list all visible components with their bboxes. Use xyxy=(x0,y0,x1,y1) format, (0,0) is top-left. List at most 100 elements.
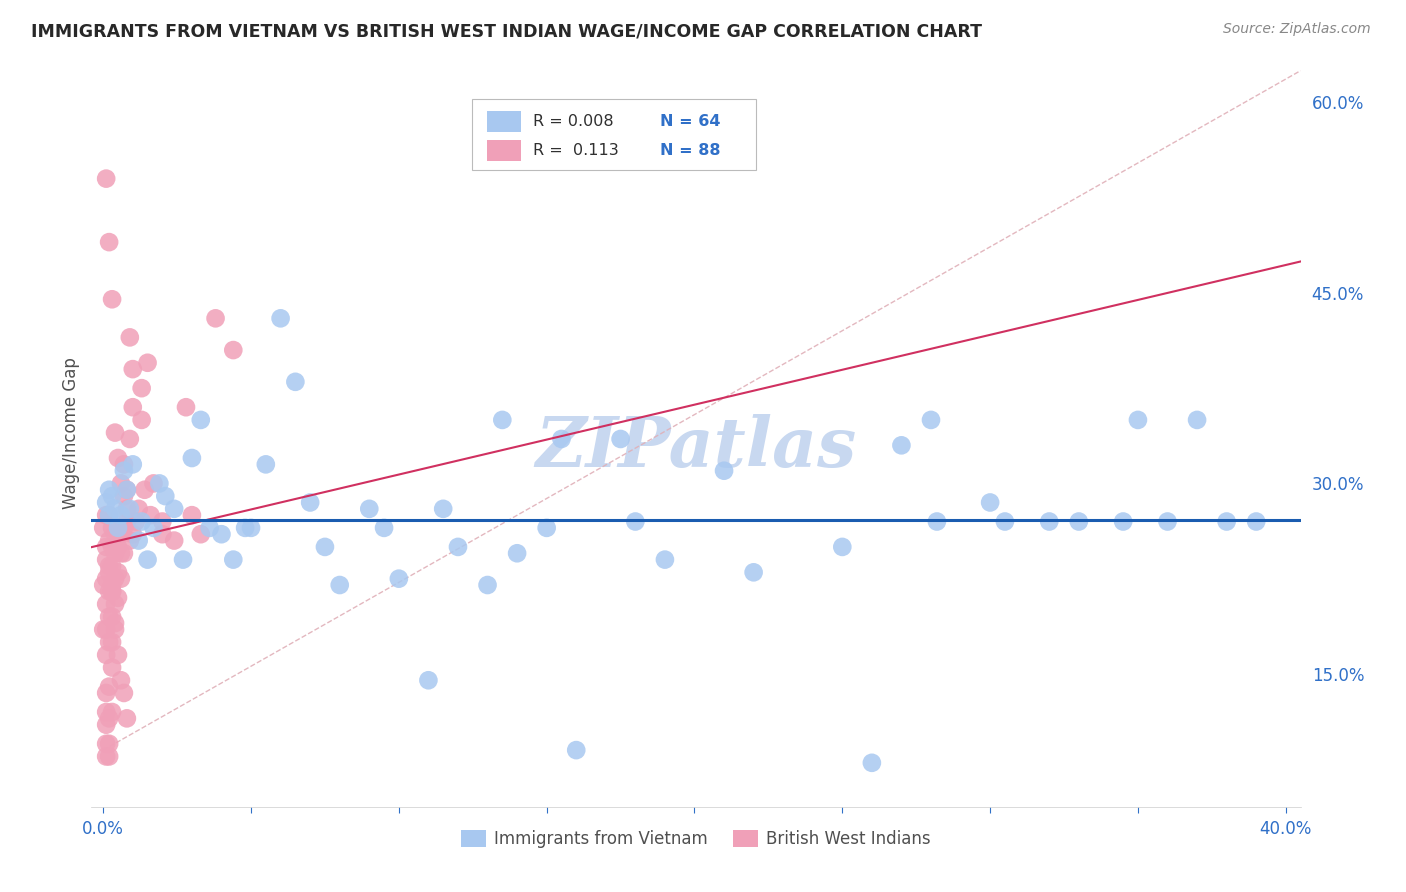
Point xyxy=(110,572,132,586)
Point xyxy=(101,635,124,649)
Point xyxy=(96,717,118,731)
Point xyxy=(131,515,153,529)
Point xyxy=(91,623,114,637)
Point xyxy=(96,648,118,662)
Point xyxy=(139,508,162,523)
Point xyxy=(1215,515,1237,529)
Point xyxy=(1126,413,1149,427)
Point xyxy=(1185,413,1208,427)
Point xyxy=(112,489,135,503)
Point xyxy=(101,705,124,719)
Point xyxy=(128,533,150,548)
Point xyxy=(98,584,121,599)
Text: R =  0.113: R = 0.113 xyxy=(533,143,619,158)
Point xyxy=(536,521,558,535)
Point xyxy=(107,540,129,554)
Point xyxy=(104,597,127,611)
Point xyxy=(128,501,150,516)
Point xyxy=(125,515,148,529)
Point xyxy=(565,743,588,757)
Point xyxy=(110,508,132,523)
Point xyxy=(222,343,245,357)
Point xyxy=(1112,515,1135,529)
Point xyxy=(624,515,647,529)
Point xyxy=(107,450,129,465)
Point xyxy=(163,501,186,516)
Point xyxy=(142,476,165,491)
Point xyxy=(150,515,173,529)
Point xyxy=(550,432,572,446)
Point xyxy=(96,623,118,637)
Point xyxy=(110,673,132,688)
Point xyxy=(115,515,138,529)
Point xyxy=(98,566,121,580)
Point xyxy=(98,483,121,497)
Point xyxy=(118,330,141,344)
Point xyxy=(110,546,132,560)
Point xyxy=(831,540,853,554)
Point xyxy=(742,566,765,580)
Point xyxy=(101,609,124,624)
Point xyxy=(1244,515,1267,529)
Point xyxy=(1156,515,1178,529)
Point xyxy=(270,311,292,326)
Point xyxy=(98,609,121,624)
Point xyxy=(994,515,1017,529)
Point xyxy=(115,501,138,516)
Point xyxy=(136,356,159,370)
Point xyxy=(920,413,942,427)
Point xyxy=(110,527,132,541)
Point xyxy=(112,458,135,472)
Point xyxy=(96,171,118,186)
Point xyxy=(432,501,454,516)
Point xyxy=(101,558,124,573)
Point xyxy=(104,623,127,637)
Y-axis label: Wage/Income Gap: Wage/Income Gap xyxy=(62,357,80,508)
Point xyxy=(101,584,124,599)
Point xyxy=(121,362,143,376)
Point xyxy=(359,501,381,516)
Point xyxy=(121,401,143,415)
Point xyxy=(979,495,1001,509)
Point xyxy=(101,578,124,592)
Point xyxy=(101,584,124,599)
Point xyxy=(506,546,529,560)
Point xyxy=(98,508,121,523)
Point xyxy=(254,458,277,472)
Point xyxy=(925,515,948,529)
Point xyxy=(107,566,129,580)
Point xyxy=(131,413,153,427)
Text: Source: ZipAtlas.com: Source: ZipAtlas.com xyxy=(1223,22,1371,37)
Point xyxy=(107,591,129,605)
Point xyxy=(98,533,121,548)
Point xyxy=(860,756,883,770)
Point xyxy=(491,413,513,427)
Point xyxy=(98,235,121,249)
Point xyxy=(155,489,177,503)
Point xyxy=(98,680,121,694)
Point xyxy=(211,527,233,541)
Point xyxy=(96,737,118,751)
Point xyxy=(609,432,631,446)
Point xyxy=(96,686,118,700)
Point xyxy=(101,293,124,307)
Point xyxy=(107,521,129,535)
Point xyxy=(1067,515,1090,529)
Point xyxy=(240,521,263,535)
Point xyxy=(104,572,127,586)
Point xyxy=(299,495,322,509)
Point xyxy=(136,552,159,566)
Point xyxy=(174,401,197,415)
Point xyxy=(172,552,194,566)
Point xyxy=(447,540,470,554)
Point xyxy=(107,648,129,662)
Point xyxy=(118,533,141,548)
FancyBboxPatch shape xyxy=(472,99,756,170)
Text: N = 88: N = 88 xyxy=(659,143,720,158)
Point xyxy=(91,578,114,592)
Point xyxy=(388,572,411,586)
Point xyxy=(148,476,170,491)
Point xyxy=(654,552,676,566)
Point xyxy=(233,521,256,535)
Text: IMMIGRANTS FROM VIETNAM VS BRITISH WEST INDIAN WAGE/INCOME GAP CORRELATION CHART: IMMIGRANTS FROM VIETNAM VS BRITISH WEST … xyxy=(31,22,981,40)
